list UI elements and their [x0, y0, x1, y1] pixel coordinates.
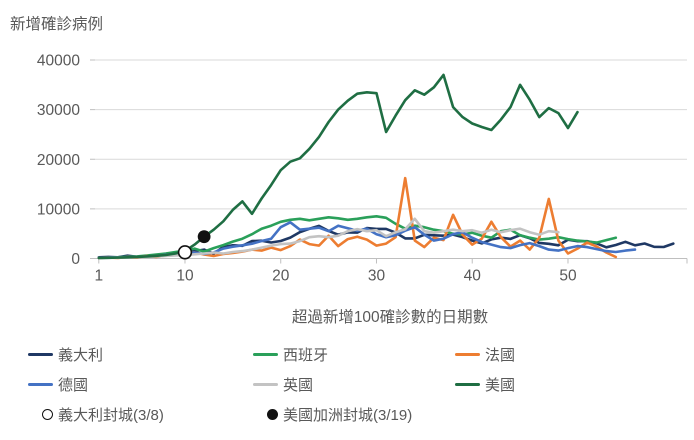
x-axis-title: 超過新增100確診數的日期數	[291, 309, 489, 326]
chart-title: 新增確診病例	[10, 16, 104, 33]
legend-item-usa: 美國	[455, 374, 690, 395]
x-tick-label: 1	[94, 268, 103, 285]
legend-label-spain: 西班牙	[283, 347, 329, 364]
legend-label-italy-lockdown: 義大利封城(3/8)	[58, 407, 164, 424]
france-line-swatch	[455, 352, 480, 357]
y-tick-label: 20000	[37, 152, 80, 169]
legend-label-uk: 英國	[283, 377, 314, 394]
x-tick-label: 30	[368, 268, 386, 285]
open-circle-icon	[42, 409, 53, 420]
germany-line-swatch	[28, 382, 53, 387]
y-tick-label: 0	[71, 251, 80, 268]
legend: 義大利 西班牙 法國 德國 英國 美國 義大利封城(3/8) 美國加洲封城(3	[28, 344, 690, 425]
usa-line-swatch	[455, 382, 480, 387]
open-circle-marker	[177, 245, 193, 260]
legend-item-germany: 德國	[28, 374, 253, 395]
italy-line-swatch	[28, 352, 53, 357]
x-tick-label: 10	[176, 268, 194, 285]
legend-item-italy: 義大利	[28, 344, 253, 365]
x-tick-label: 50	[559, 268, 577, 285]
y-tick-label: 10000	[37, 201, 80, 218]
legend-item-spain: 西班牙	[253, 344, 455, 365]
y-tick-label: 40000	[37, 53, 80, 70]
filled-circle-marker	[197, 230, 211, 244]
filled-circle-icon	[267, 409, 278, 420]
legend-label-france: 法國	[485, 347, 516, 364]
legend-label-usa: 美國	[485, 377, 516, 394]
legend-item-italy-lockdown: 義大利封城(3/8)	[28, 404, 253, 425]
x-tick-label: 20	[272, 268, 290, 285]
legend-label-usa-california-lockdown: 美國加洲封城(3/19)	[283, 407, 413, 424]
legend-label-germany: 德國	[58, 377, 89, 394]
series-line-uk	[97, 217, 560, 260]
legend-item-uk: 英國	[253, 374, 455, 395]
legend-item-france: 法國	[455, 344, 690, 365]
legend-item-usa-california-lockdown: 美國加洲封城(3/19)	[253, 404, 455, 425]
plot-area: 0 10000 20000 30000 40000 1 10 20 30 40 50	[37, 53, 688, 285]
x-tick-label: 40	[464, 268, 482, 285]
legend-label-italy: 義大利	[58, 347, 104, 364]
spain-line-swatch	[253, 352, 278, 357]
uk-line-swatch	[253, 382, 278, 387]
y-tick-label: 30000	[37, 102, 80, 119]
